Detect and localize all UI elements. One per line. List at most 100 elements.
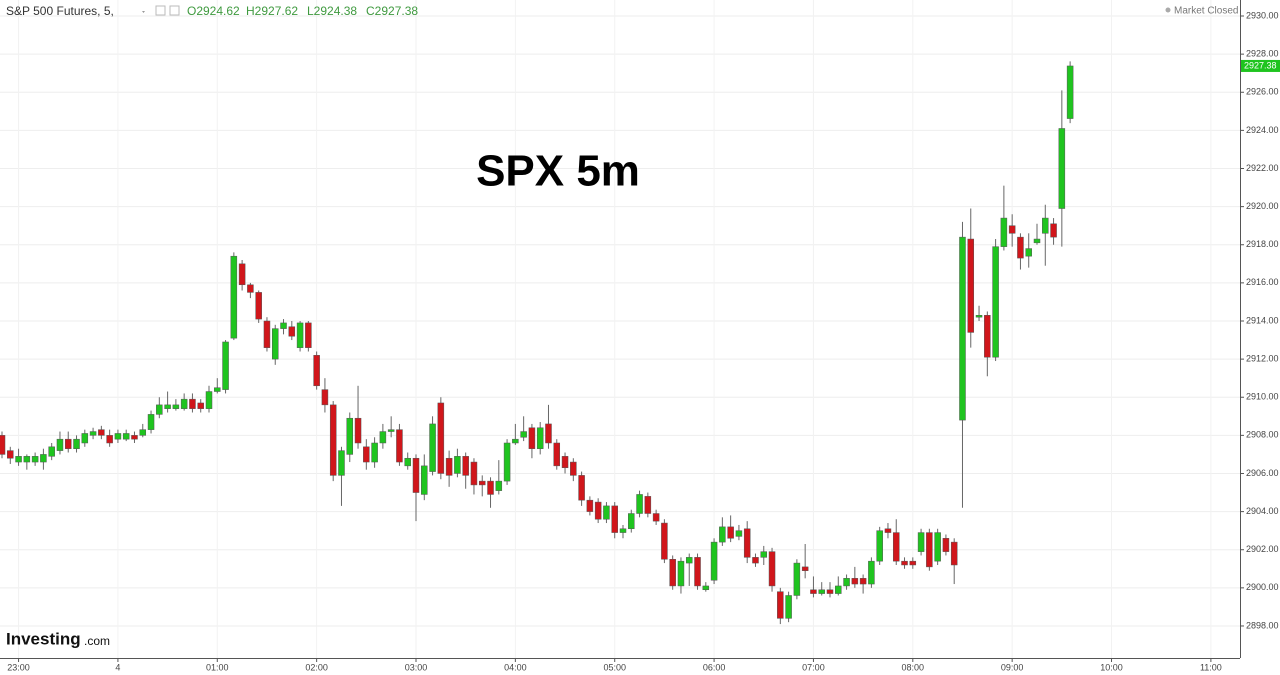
candle-body: [619, 528, 627, 533]
price-tag: [1241, 59, 1280, 72]
candle-body: [437, 402, 445, 474]
candle-body: [40, 454, 47, 463]
candle-body: [396, 429, 403, 463]
candle-body: [7, 450, 14, 459]
candle-body: [727, 526, 734, 539]
y-tick-label: 2922.00: [1246, 163, 1279, 173]
candle-body: [1058, 128, 1066, 209]
compare-icon[interactable]: [169, 5, 180, 16]
candle-body: [189, 398, 196, 409]
candle-body: [793, 562, 801, 596]
grid: [0, 0, 1240, 658]
candle-body: [611, 505, 618, 533]
dropdown-icon[interactable]: [142, 11, 145, 13]
candle-body: [421, 465, 428, 495]
candle-body: [1042, 217, 1049, 234]
candle-body: [23, 456, 31, 463]
candle-body: [56, 438, 64, 451]
candle-body: [984, 315, 991, 358]
x-tick-label: 04:00: [504, 662, 527, 672]
candle-body: [478, 480, 486, 486]
candle-body: [520, 431, 527, 438]
y-tick-label: 2908.00: [1246, 430, 1279, 440]
candle-body: [305, 322, 312, 348]
candle-body: [859, 578, 867, 585]
candle-body: [743, 528, 751, 558]
candle-body: [694, 557, 701, 587]
candle-body: [230, 255, 238, 339]
x-tick-label: 08:00: [902, 662, 925, 672]
candle-body: [843, 578, 850, 587]
candle-body: [338, 450, 345, 476]
candle-body: [329, 404, 337, 476]
candle-body: [735, 530, 743, 537]
x-tick-label: 07:00: [802, 662, 825, 672]
candle-body: [826, 589, 834, 594]
candle-body: [180, 398, 188, 409]
candle-body: [487, 480, 494, 495]
candle-body: [0, 435, 6, 455]
candle-body: [959, 236, 966, 421]
candle-body: [64, 438, 72, 449]
candle-body: [942, 538, 950, 552]
candle-body: [644, 496, 652, 514]
candle-body: [470, 461, 478, 486]
candle-body: [247, 284, 254, 293]
x-tick-label: 09:00: [1001, 662, 1024, 672]
candle-body: [48, 446, 55, 457]
candle-body: [669, 559, 676, 587]
candle-body: [1017, 236, 1024, 259]
candle-body: [950, 541, 958, 566]
candle-body: [578, 475, 585, 501]
y-tick-label: 2920.00: [1246, 201, 1279, 211]
candle-body: [1050, 223, 1057, 238]
y-tick-label: 2928.00: [1246, 49, 1279, 59]
chart-title: SPX 5m: [476, 147, 640, 196]
candle-body: [371, 442, 378, 463]
y-tick-label: 2910.00: [1246, 392, 1279, 402]
candle-body: [31, 456, 39, 463]
close-value: C2927.38: [366, 4, 418, 18]
candle-body: [263, 320, 271, 348]
candle-body: [561, 456, 569, 469]
candle-body: [387, 429, 395, 432]
candle-body: [271, 328, 279, 360]
settings-icon[interactable]: [155, 5, 166, 16]
candles: [0, 61, 1074, 625]
candle-body: [884, 528, 892, 533]
candle-body: [677, 560, 685, 587]
candle-body: [975, 315, 983, 318]
candle-body: [603, 505, 610, 520]
status-dot: [1165, 7, 1171, 13]
axes: 2898.00 2900.00 2902.00 2904.00 2906.00 2908.…: [7, 10, 1280, 672]
candle-body: [553, 442, 561, 467]
candle-body: [205, 391, 213, 409]
x-tick-label: 01:00: [206, 662, 229, 672]
x-tick-label: 10:00: [1100, 662, 1123, 672]
candle-body: [296, 322, 304, 348]
candle-body: [536, 427, 544, 449]
candle-body: [1066, 65, 1074, 119]
candle-body: [346, 417, 354, 455]
candle-body: [73, 438, 80, 449]
logo-brand: Investing: [6, 629, 81, 648]
candle-body: [768, 551, 776, 587]
candle-body: [512, 438, 519, 444]
y-tick-label: 2930.00: [1246, 10, 1279, 20]
x-tick-label: 4: [115, 662, 120, 672]
y-tick-label: 2902.00: [1246, 544, 1279, 554]
y-tick-label: 2926.00: [1246, 87, 1279, 97]
candle-body: [412, 457, 420, 493]
candle-body: [628, 513, 635, 530]
candle-body: [992, 246, 999, 358]
candle-body: [586, 499, 594, 512]
candle-body: [404, 457, 411, 467]
candle-body: [363, 446, 370, 463]
candle-body: [835, 585, 842, 594]
candle-body: [1033, 238, 1041, 244]
candle-body: [255, 292, 262, 320]
candle-body: [785, 595, 792, 619]
candle-body: [214, 387, 221, 392]
candle-body: [876, 530, 883, 562]
